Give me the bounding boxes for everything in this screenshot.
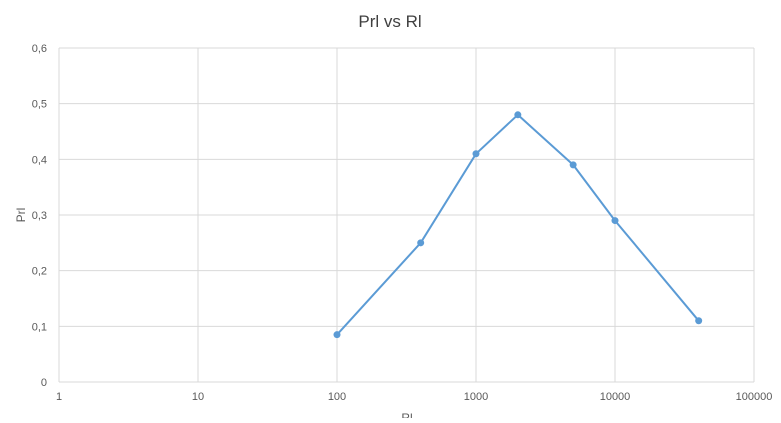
y-tick-label: 0,2 [32,266,47,278]
data-point [417,239,425,247]
x-tick-label: 1 [56,391,62,403]
series-layer [333,111,703,339]
x-tick-label: 10 [192,391,204,403]
x-tick-label: 100000 [736,391,773,403]
y-tick-label: 0 [41,377,47,389]
data-point [514,111,522,119]
tick-labels: 0 0,1 0,2 0,3 0,4 0,5 0,6 1 10 100 1000 10000 100000 [32,43,773,403]
data-point [695,317,703,325]
series-line [336,113,700,336]
x-tick-label: 1000 [464,391,488,403]
y-tick-label: 0,1 [32,321,47,333]
y-tick-label: 0,3 [32,210,47,222]
y-tick-label: 0,4 [32,154,47,166]
grid-lines [58,47,755,383]
chart-title: Prl vs Rl [358,12,421,31]
data-point [611,217,619,225]
data-point [569,161,577,169]
y-tick-label: 0,5 [32,99,47,111]
x-tick-label: 10000 [600,391,631,403]
x-tick-label: 100 [328,391,346,403]
data-point [333,331,341,339]
y-tick-label: 0,6 [32,43,47,55]
y-axis-title: Prl [14,208,28,223]
x-axis-title: Rl [401,411,412,418]
data-point [472,150,480,158]
